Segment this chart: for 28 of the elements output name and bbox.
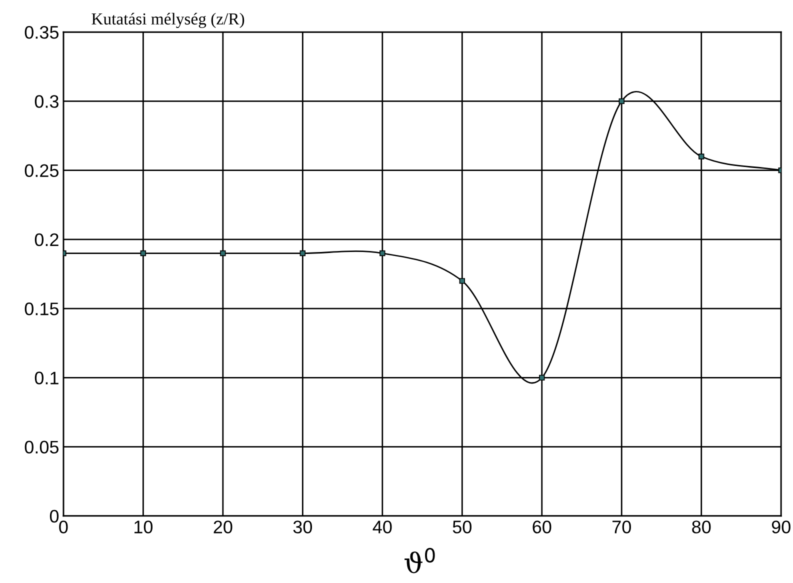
y-tick-label: 0.1 [34,372,58,384]
y-tick-label: 0.2 [34,233,58,246]
x-tick-label: 30 [293,520,312,534]
x-tick-label: 20 [214,520,232,534]
point [698,154,704,160]
x-axis-title: ϑ$^{0}$ [404,548,435,574]
y-tick-label: 0.3 [34,95,58,108]
x-tick-label: 10 [134,520,153,534]
x-tick-label: 80 [692,520,711,534]
x-tick-label: 70 [612,520,631,534]
y-tick-label: 0.35 [24,26,59,39]
y-tick-label: 0 [50,510,59,523]
y-tick-label: 0.15 [24,302,59,316]
point [140,250,146,256]
x-tick-label: 60 [532,520,552,534]
y-tick-label: 0.05 [24,440,59,454]
point [459,278,465,284]
point [220,250,226,256]
point [618,98,624,104]
point [539,374,545,381]
y-axis-title: Kutatási mélység (z/R) [92,12,244,28]
y-tick-label: 0.25 [24,164,59,178]
x-tick-label: 0 [59,520,68,534]
x-tick-label: 40 [372,520,392,534]
point [380,250,386,256]
x-tick-label: 50 [452,520,472,534]
x-tick-label: 90 [772,520,790,534]
point [300,250,306,256]
